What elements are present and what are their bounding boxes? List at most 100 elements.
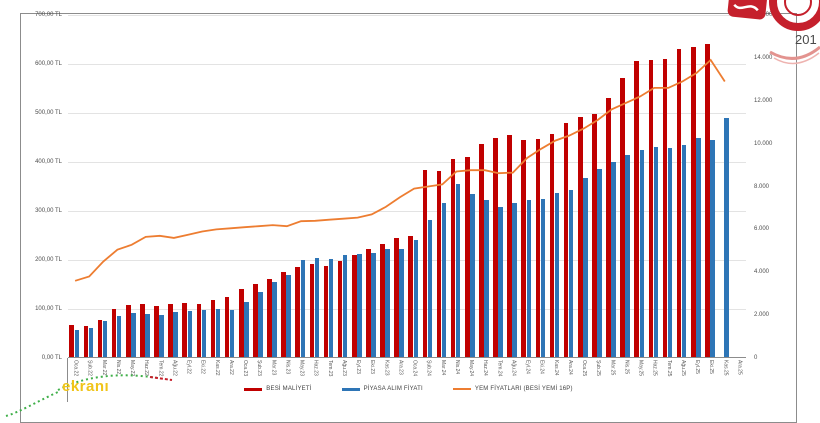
x-axis-label: Eyl.24 [524, 360, 531, 374]
right-axis-tick: 8.000 [754, 183, 770, 190]
bar-pi-yasa-alim-fi-yati [625, 154, 630, 358]
bar-besi-mali-yeti [394, 237, 399, 358]
bar-besi-mali-yeti [521, 139, 527, 358]
x-axis-label: Ara.22 [227, 360, 234, 375]
left-axis-tick: 700,00 TL [35, 12, 62, 18]
bar-pi-yasa-alim-fi-yati [173, 312, 178, 358]
bar-besi-mali-yeti [563, 122, 569, 358]
bar-besi-mali-yeti [351, 255, 357, 358]
x-axis-label: Nis.23 [284, 360, 291, 375]
bar-pi-yasa-alim-fi-yati [427, 220, 433, 358]
bar-besi-mali-yeti [210, 300, 216, 358]
right-axis-tick: 0 [754, 355, 758, 361]
x-axis-label: Tem.22 [157, 360, 164, 377]
bar-pi-yasa-alim-fi-yati [597, 169, 602, 358]
x-axis-label: Nis.22 [114, 360, 121, 375]
bar-pi-yasa-alim-fi-yati [385, 249, 390, 358]
bar-pi-yasa-alim-fi-yati [258, 291, 263, 358]
bar-pi-yasa-alim-fi-yati [300, 260, 306, 358]
bar-besi-mali-yeti [648, 60, 654, 358]
bar-besi-mali-yeti [267, 278, 272, 358]
bar-pi-yasa-alim-fi-yati [583, 178, 588, 358]
bar-pi-yasa-alim-fi-yati [314, 257, 320, 358]
left-axis-tick: 0,00 TL [41, 355, 62, 361]
left-axis-tick: 100,00 TL [35, 306, 62, 312]
right-axis-tick: 6.000 [754, 226, 770, 233]
bar-besi-mali-yeti [634, 61, 640, 358]
bar-pi-yasa-alim-fi-yati [484, 200, 489, 358]
left-axis-tick: 500,00 TL [35, 110, 62, 116]
bar-pi-yasa-alim-fi-yati [102, 320, 108, 358]
x-axis-label: Ağu.22 [171, 360, 178, 376]
bar-pi-yasa-alim-fi-yati [498, 207, 503, 358]
x-axis-label: Şub.23 [256, 360, 263, 376]
x-axis-label: Haz.23 [312, 360, 319, 376]
bar-besi-mali-yeti [182, 303, 188, 358]
x-axis-label: Eki.24 [538, 360, 545, 374]
x-axis-label: Kas.24 [552, 360, 559, 376]
bar-pi-yasa-alim-fi-yati [696, 137, 701, 358]
bar-pi-yasa-alim-fi-yati [342, 255, 348, 358]
bar-pi-yasa-alim-fi-yati [455, 184, 461, 358]
legend-label: BESİ MALİYETİ [266, 386, 312, 392]
x-axis-label: Mar.25 [609, 360, 616, 376]
legend-swatch-besi-mali-yeti [244, 387, 263, 391]
x-axis-label: Eki.23 [369, 360, 376, 374]
bar-besi-mali-yeti [450, 159, 456, 358]
bar-besi-mali-yeti [168, 304, 173, 358]
gridline [68, 15, 746, 16]
bar-besi-mali-yeti [196, 304, 202, 358]
bar-pi-yasa-alim-fi-yati [371, 252, 376, 358]
x-axis-label: May.25 [637, 360, 644, 377]
bar-pi-yasa-alim-fi-yati [667, 148, 673, 358]
bar-besi-mali-yeti [125, 305, 131, 358]
bar-besi-mali-yeti [111, 309, 117, 358]
x-axis-label: Ağu.23 [340, 360, 347, 376]
feed-price-line [74, 58, 726, 282]
x-axis-label: Mar.24 [439, 360, 446, 376]
legend-swatch-yem-fi-yatlari-besi-yemi-16p [452, 388, 471, 390]
gridline [68, 211, 746, 212]
bar-besi-mali-yeti [380, 244, 385, 358]
bar-pi-yasa-alim-fi-yati [244, 301, 249, 358]
logo-year-text: 201 [795, 32, 817, 47]
feed-price-line-layer [74, 58, 726, 282]
x-axis-label: Ara.23 [397, 360, 404, 375]
right-axis: 16.000 14.000 12.000 10.000 8.000 6.000 4.000 2… [754, 12, 796, 361]
left-axis-tick: 300,00 TL [35, 208, 62, 214]
chart-legend: BESİ MALİYETİ PİYASA ALIM FİYATI YEM FİYAT… [21, 386, 796, 392]
x-axis-line [68, 357, 746, 358]
legend-label: YEM FİYATLARI (BESİ YEMİ 16P) [474, 386, 573, 392]
bar-pi-yasa-alim-fi-yati [413, 240, 419, 358]
bar-besi-mali-yeti [224, 296, 230, 358]
x-axis-label: Eyl.25 [694, 360, 701, 374]
bar-pi-yasa-alim-fi-yati [710, 139, 715, 358]
bar-pi-yasa-alim-fi-yati [159, 314, 164, 358]
bar-pi-yasa-alim-fi-yati [187, 311, 193, 358]
bar-besi-mali-yeti [337, 260, 343, 358]
legend-label: PİYASA ALIM FİYATI [363, 386, 423, 392]
bar-besi-mali-yeti [464, 157, 470, 358]
bar-besi-mali-yeti [69, 324, 75, 358]
bar-besi-mali-yeti [309, 263, 315, 358]
legend-item-yem-fi-yatlari-besi-yemi-16p: YEM FİYATLARI (BESİ YEMİ 16P) [452, 386, 573, 392]
bar-besi-mali-yeti [676, 49, 682, 358]
bar-besi-mali-yeti [422, 169, 428, 358]
bar-besi-mali-yeti [83, 326, 89, 358]
x-axis-label: Ağu.25 [679, 360, 686, 376]
x-axis-label: Şub.22 [86, 360, 93, 376]
x-axis-label: Oca.23 [242, 360, 249, 377]
legend-item-besi-mali-yeti: BESİ MALİYETİ [244, 386, 311, 392]
x-axis-label: Kas.25 [722, 360, 729, 376]
bar-pi-yasa-alim-fi-yati [145, 313, 150, 358]
x-axis-label: May.23 [298, 360, 305, 377]
right-axis-tick: 14.000 [754, 54, 773, 61]
x-axis-label: Ağu.24 [510, 360, 517, 376]
bar-pi-yasa-alim-fi-yati [116, 316, 122, 358]
right-axis-tick: 2.000 [754, 312, 770, 319]
bar-besi-mali-yeti [295, 267, 301, 358]
right-axis-tick: 4.000 [754, 269, 770, 276]
bar-pi-yasa-alim-fi-yati [399, 249, 404, 358]
x-axis-label: May.22 [129, 360, 136, 377]
bar-besi-mali-yeti [408, 235, 414, 358]
